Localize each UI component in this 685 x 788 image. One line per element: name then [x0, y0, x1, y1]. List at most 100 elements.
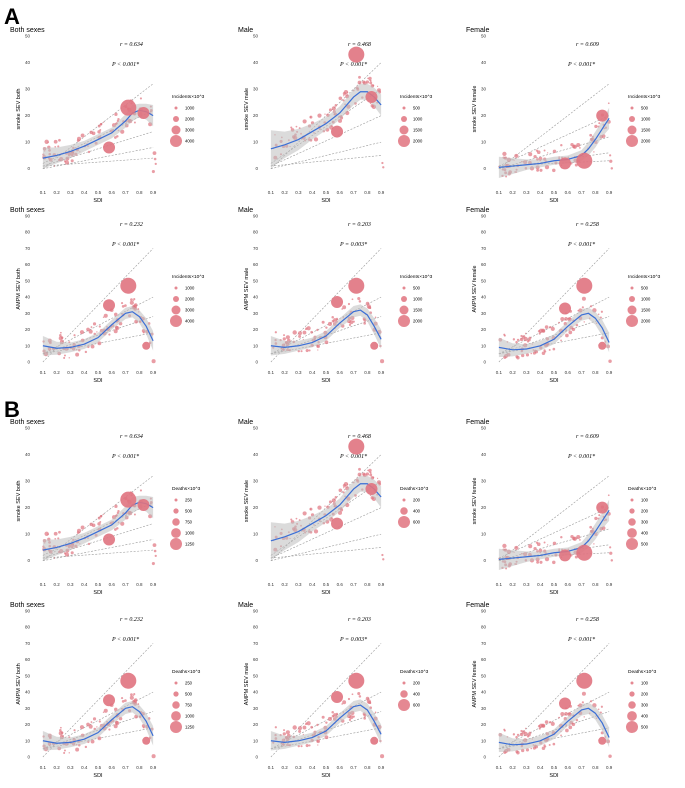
y-axis-label: smoke SEV male	[244, 88, 250, 130]
legend-title: Incidents×10^3	[628, 94, 661, 100]
confidence-band	[498, 702, 610, 753]
x-axis-label: SDI	[321, 378, 331, 384]
legend-label: 500	[413, 286, 421, 291]
data-point	[327, 716, 333, 722]
y-tick-label: 20	[253, 327, 259, 332]
data-point	[528, 152, 533, 157]
x-tick-label: 0.5	[95, 370, 102, 375]
data-point	[341, 703, 343, 705]
data-point	[79, 725, 84, 730]
correlation-r: r = 0.468	[348, 41, 371, 48]
data-point	[548, 348, 551, 351]
highlight-point	[559, 302, 572, 315]
highlight-point	[576, 544, 593, 561]
highlight-point	[598, 341, 607, 350]
data-point	[544, 720, 549, 724]
size-legend: Deaths×10^3 200 400 600	[398, 486, 429, 528]
data-point	[310, 330, 314, 334]
y-tick-label: 0	[483, 755, 486, 760]
legend-label: 250	[185, 498, 193, 503]
data-point	[382, 166, 385, 169]
data-point	[357, 297, 361, 301]
data-point	[372, 84, 375, 87]
y-axis-label: AMPM SEV male	[244, 663, 250, 705]
data-point	[124, 304, 127, 307]
legend-size-symbol	[402, 106, 406, 110]
y-tick-label: 50	[25, 426, 31, 431]
y-tick-label: 30	[481, 87, 487, 92]
data-point	[298, 334, 302, 338]
reference-dashed-line	[498, 83, 610, 169]
x-tick-label: 0.1	[268, 582, 275, 587]
data-point	[75, 747, 80, 752]
x-tick-label: 0.5	[551, 765, 558, 770]
x-tick-label: 0.7	[122, 765, 129, 770]
data-point	[549, 326, 552, 329]
legend-label: 250	[185, 681, 193, 686]
y-tick-label: 30	[25, 706, 31, 711]
x-tick-label: 0.7	[350, 765, 357, 770]
y-tick-label: 80	[481, 230, 487, 235]
legend-size-symbol	[399, 125, 409, 135]
highlight-point	[370, 736, 379, 745]
data-point	[564, 712, 568, 716]
legend-size-symbol	[627, 528, 637, 538]
legend-size-symbol	[171, 125, 181, 135]
y-tick-label: 40	[25, 60, 31, 65]
subplot-title: Female	[466, 207, 489, 214]
data-point	[309, 508, 312, 510]
data-point	[579, 538, 581, 541]
y-tick-label: 0	[483, 166, 486, 171]
data-point	[343, 487, 345, 489]
x-tick-label: 0.6	[565, 190, 572, 195]
x-tick-label: 0.6	[109, 765, 116, 770]
data-point	[59, 726, 62, 729]
data-point	[352, 320, 355, 323]
legend-label: 100	[641, 681, 649, 686]
data-point	[282, 732, 286, 736]
data-point	[90, 739, 95, 744]
data-point	[357, 472, 362, 477]
legend-size-symbol	[627, 305, 637, 315]
data-point	[90, 326, 93, 328]
data-point	[44, 139, 49, 144]
data-point	[515, 735, 518, 739]
x-axis-label: SDI	[93, 773, 103, 779]
x-tick-label: 0.8	[592, 190, 599, 195]
y-axis-label: AMPM SEV female	[472, 660, 478, 707]
data-point	[80, 525, 85, 530]
data-point	[539, 168, 543, 172]
data-point	[87, 542, 91, 546]
data-point	[331, 498, 336, 503]
data-point	[368, 76, 372, 81]
reference-dashed-line	[42, 83, 154, 169]
y-tick-label: 0	[27, 755, 30, 760]
y-tick-label: 10	[253, 738, 259, 743]
data-point	[342, 305, 347, 310]
legend-label: 2000	[413, 319, 423, 324]
data-point	[365, 301, 370, 306]
subplot-A-4: Male r = 0.203 P = 0.003* 0 10 20 30 40 50 60 70 80…	[238, 207, 433, 384]
x-tick-label: 0.8	[364, 370, 371, 375]
x-tick-label: 0.7	[122, 370, 129, 375]
data-point	[610, 559, 614, 562]
data-point	[120, 697, 124, 700]
data-point	[59, 728, 62, 732]
data-point	[560, 734, 562, 737]
reference-dashed-line	[42, 157, 154, 167]
panel-label-b: B	[4, 397, 20, 422]
data-point	[54, 537, 57, 540]
data-point	[381, 161, 384, 165]
data-point	[560, 339, 562, 342]
data-point	[607, 102, 610, 105]
x-tick-label: 0.1	[268, 765, 275, 770]
data-point	[572, 144, 577, 149]
subplot-title: Male	[238, 602, 253, 609]
data-point	[133, 694, 135, 696]
data-point	[528, 336, 532, 340]
data-point	[134, 303, 138, 307]
data-point	[560, 711, 565, 717]
data-point	[114, 136, 117, 139]
reference-dashed-line	[42, 475, 154, 561]
data-point	[528, 731, 532, 735]
